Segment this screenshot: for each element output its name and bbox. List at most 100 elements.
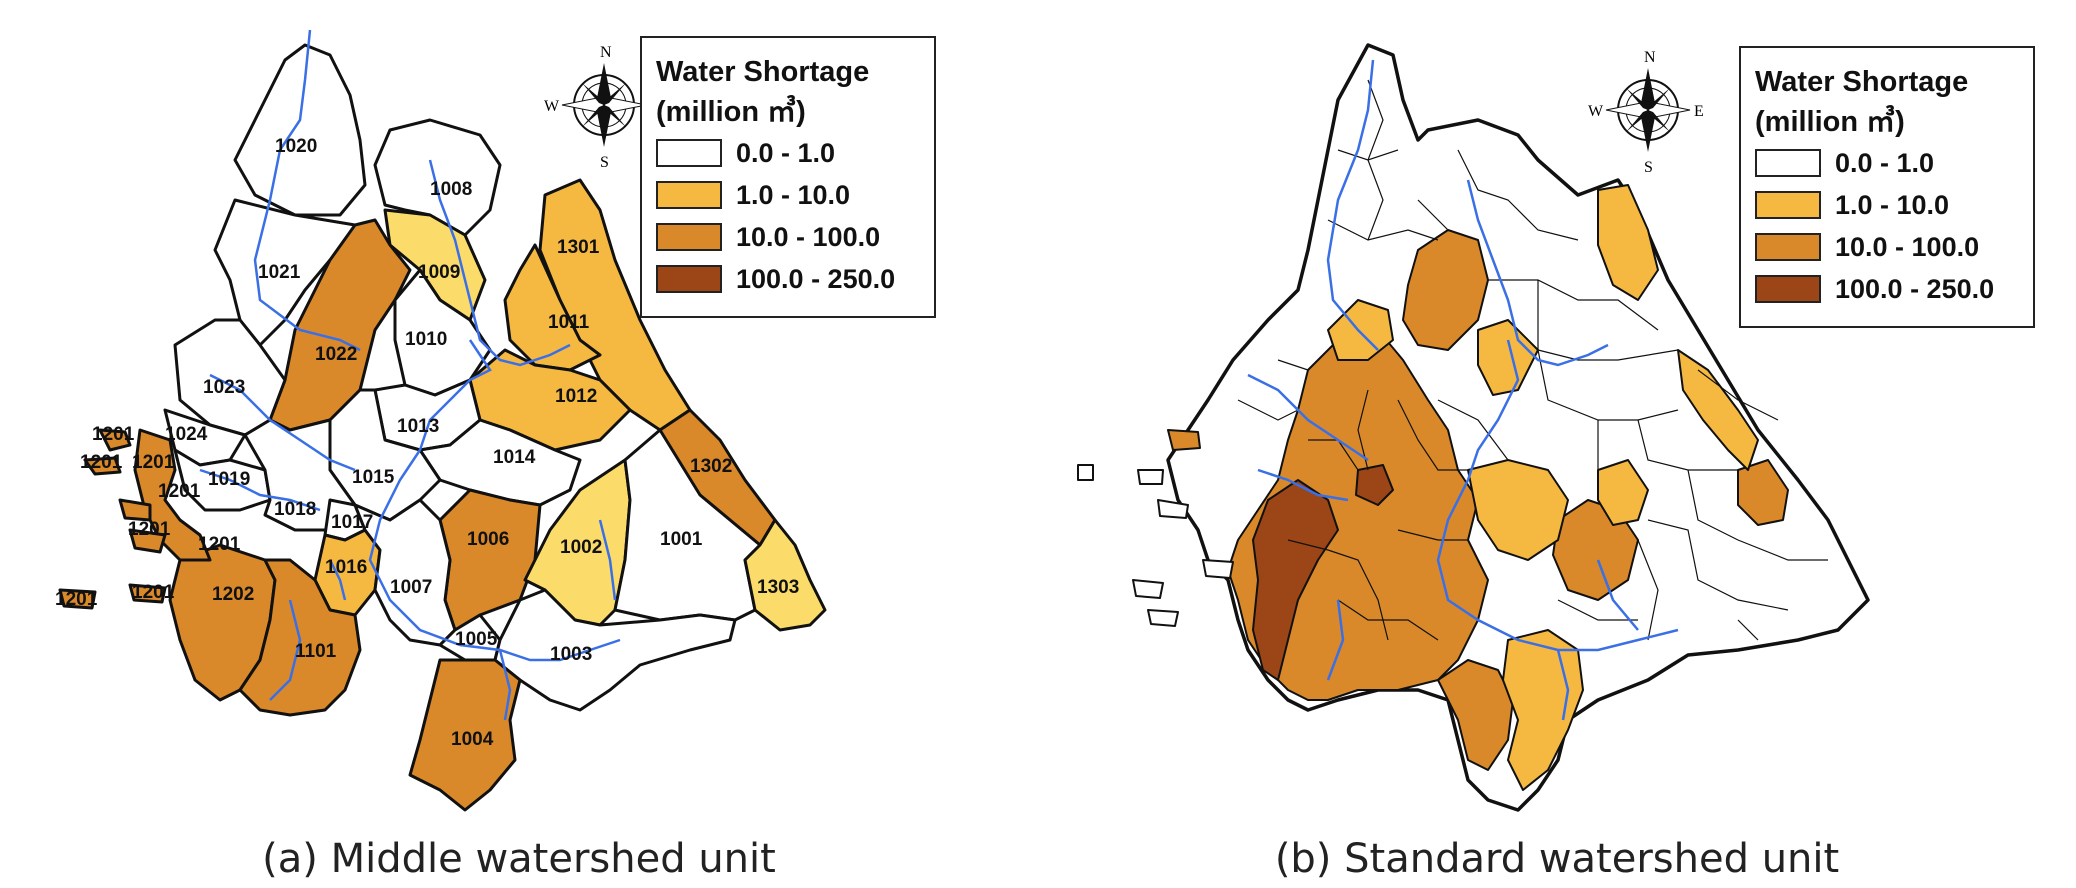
watershed-map-standard: N S E W	[1077, 43, 1870, 812]
legend-swatch	[1755, 275, 1821, 303]
legend-row: 100.0 - 250.0	[656, 258, 920, 300]
std-units-100-250-b[interactable]	[1355, 464, 1394, 506]
legend: Water Shortage (million ㎥) 0.0 - 1.0 1.0…	[640, 36, 936, 318]
svg-text:1024: 1024	[165, 424, 208, 445]
std-units-1-10-center[interactable]	[1467, 459, 1569, 561]
svg-text:1008: 1008	[430, 179, 472, 200]
svg-text:1018: 1018	[274, 499, 316, 520]
svg-text:1015: 1015	[352, 467, 395, 488]
unit-1303[interactable]	[743, 518, 827, 632]
svg-text:1302: 1302	[690, 456, 732, 477]
svg-text:1017: 1017	[331, 512, 373, 533]
compass-rose-icon: N S E W	[1588, 49, 1704, 176]
unit-labels: 1020 1008 1021 1009 1301 1022 1011 1010 …	[55, 136, 799, 750]
legend-label: 100.0 - 250.0	[1835, 273, 1995, 304]
svg-text:1004: 1004	[451, 729, 494, 750]
compass-rose-icon: N S E W	[544, 44, 660, 171]
legend-title-line1: Water Shortage	[656, 56, 870, 88]
svg-text:1009: 1009	[418, 262, 460, 283]
unit-1010[interactable]	[393, 268, 492, 397]
legend-title-line1: Water Shortage	[1755, 66, 1969, 98]
caption-middle-watershed: (a) Middle watershed unit	[262, 836, 776, 882]
std-units-1-10-north[interactable]	[1597, 184, 1659, 301]
std-island	[1202, 559, 1234, 579]
legend-swatch	[1755, 233, 1821, 261]
legend-row: 1.0 - 10.0	[656, 174, 920, 216]
svg-text:1101: 1101	[295, 641, 337, 662]
std-units-10-100-south[interactable]	[1437, 659, 1514, 771]
legend-row: 10.0 - 100.0	[656, 216, 920, 258]
compass-e: E	[1694, 103, 1704, 120]
svg-text:1201: 1201	[132, 452, 175, 473]
legend: Water Shortage (million ㎥) 0.0 - 1.0 1.0…	[1739, 46, 2035, 328]
std-island	[1137, 469, 1164, 485]
compass-s: S	[600, 154, 609, 171]
std-island	[1147, 609, 1179, 627]
compass-w: W	[1588, 103, 1604, 120]
legend-swatch	[656, 181, 722, 209]
svg-text:1022: 1022	[315, 344, 357, 365]
svg-text:1007: 1007	[390, 577, 432, 598]
legend-row: 10.0 - 100.0	[1755, 226, 2019, 268]
svg-text:1003: 1003	[550, 644, 592, 665]
caption-standard-watershed: (b) Standard watershed unit	[1274, 836, 1840, 882]
std-island	[1132, 579, 1164, 599]
legend-label: 0.0 - 1.0	[1835, 147, 1935, 178]
svg-text:1301: 1301	[557, 237, 600, 258]
std-units-100-250[interactable]	[1252, 479, 1339, 681]
svg-text:1201: 1201	[198, 534, 241, 555]
std-units-10-100-north[interactable]	[1402, 229, 1489, 351]
svg-text:1016: 1016	[325, 557, 367, 578]
legend-swatch	[656, 265, 722, 293]
svg-text:1006: 1006	[467, 529, 509, 550]
map-panel-middle-watershed: 1020 1008 1021 1009 1301 1022 1011 1010 …	[55, 29, 936, 882]
unit-1021[interactable]	[213, 198, 362, 347]
std-units-10-100-east[interactable]	[1737, 459, 1789, 526]
compass-n: N	[600, 44, 612, 61]
unit-1201-island-6	[128, 583, 167, 604]
unit-1002[interactable]	[523, 458, 632, 627]
unit-1201-island-1	[98, 428, 132, 452]
std-units-1-10-east-coast[interactable]	[1677, 349, 1759, 471]
unit-1004[interactable]	[408, 658, 522, 812]
svg-text:1201: 1201	[92, 424, 135, 445]
unit-1201-island-5	[58, 588, 97, 610]
svg-text:1013: 1013	[397, 416, 439, 437]
unit-1003[interactable]	[493, 588, 737, 712]
svg-text:1012: 1012	[555, 386, 597, 407]
legend-title-line2: (million ㎥)	[1755, 106, 1905, 138]
std-units-1-10-southcenter[interactable]	[1502, 629, 1584, 791]
svg-text:1010: 1010	[405, 329, 447, 350]
compass-n: N	[1644, 49, 1656, 66]
unit-1001[interactable]	[613, 428, 762, 622]
legend-title-line2: (million ㎥)	[656, 96, 806, 128]
svg-text:1021: 1021	[258, 262, 301, 283]
legend-label: 10.0 - 100.0	[1835, 231, 1980, 262]
river-network	[199, 29, 621, 721]
std-island	[1157, 499, 1189, 519]
svg-text:1011: 1011	[548, 312, 590, 333]
watershed-map-middle: 1020 1008 1021 1009 1301 1022 1011 1010 …	[55, 29, 827, 812]
unit-1201-island-2	[83, 456, 122, 476]
svg-text:1020: 1020	[275, 136, 317, 157]
legend-row: 0.0 - 1.0	[656, 132, 920, 174]
compass-s: S	[1644, 159, 1653, 176]
unit-1201-island-3	[118, 498, 152, 522]
svg-text:1014: 1014	[493, 447, 536, 468]
svg-text:1001: 1001	[660, 529, 703, 550]
svg-text:1201: 1201	[132, 582, 175, 603]
std-island	[1077, 464, 1094, 481]
legend-swatch	[1755, 191, 1821, 219]
legend-row: 0.0 - 1.0	[1755, 142, 2019, 184]
std-island	[1167, 429, 1201, 451]
unit-1020[interactable]	[233, 43, 367, 217]
unit-1201-island-4	[128, 528, 167, 554]
legend-swatch	[656, 139, 722, 167]
unit-1014[interactable]	[418, 418, 582, 507]
legend-label: 1.0 - 10.0	[736, 179, 851, 210]
svg-text:1019: 1019	[208, 469, 250, 490]
std-units-1-10-nc[interactable]	[1477, 319, 1539, 396]
svg-text:1303: 1303	[757, 577, 799, 598]
std-units-1-10-middle[interactable]	[1597, 459, 1649, 526]
svg-text:1201: 1201	[55, 589, 98, 610]
